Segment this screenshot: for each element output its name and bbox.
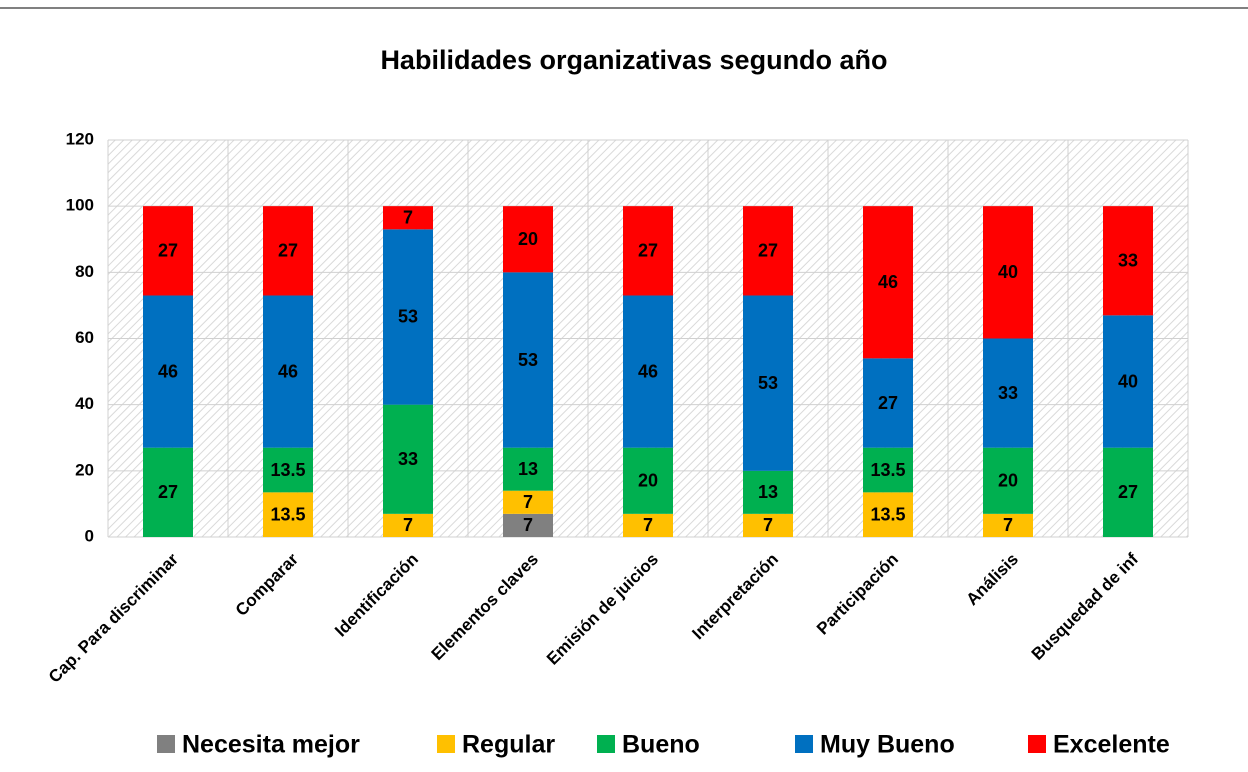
bar-segment [863,206,913,359]
bar-segment [743,206,793,296]
bar-segment [983,447,1033,514]
bar-segment [383,206,433,230]
data-label: 46 [878,272,898,292]
legend-label: Bueno [622,731,700,759]
x-tick-label: Emisión de juicios [543,550,662,669]
y-tick-label: 60 [75,328,94,347]
data-label: 13.5 [870,460,905,480]
bar-segment [1103,447,1153,537]
bar-segment [623,447,673,514]
y-tick-label: 20 [75,460,94,479]
data-label: 7 [1003,515,1013,535]
bar-segment [743,513,793,537]
data-label: 27 [1118,482,1138,502]
data-label: 20 [998,471,1018,491]
data-label: 40 [1118,371,1138,391]
data-label: 27 [278,241,298,261]
bar-segment [623,206,673,296]
bar-segment [143,447,193,537]
x-tick-label: Elementos claves [428,550,542,664]
y-tick-label: 100 [66,196,94,215]
data-label: 53 [518,350,538,370]
bar-segment [983,338,1033,448]
bar-segment [263,295,313,448]
bar-segment [983,206,1033,339]
bar-segment [863,447,913,493]
legend-swatch [597,735,615,753]
bar-segment [383,513,433,537]
bar-segment [383,229,433,405]
legend-label: Regular [462,731,555,759]
bar-segment [503,490,553,514]
chart-title: Habilidades organizativas segundo año [380,45,887,75]
data-label: 7 [763,515,773,535]
bar-segment [263,492,313,537]
x-tick-label: Identificación [331,550,422,641]
data-label: 13 [518,459,538,479]
y-tick-label: 80 [75,262,94,281]
data-label: 40 [998,262,1018,282]
y-tick-label: 40 [75,394,94,413]
x-tick-label: Participación [813,550,902,639]
data-label: 7 [643,515,653,535]
x-tick-label: Análisis [962,550,1022,610]
data-label: 53 [758,373,778,393]
data-label: 46 [278,361,298,381]
data-label: 7 [403,207,413,227]
data-label: 27 [878,393,898,413]
bar-segment [143,206,193,296]
x-tick-label: Interpretación [688,550,782,644]
y-tick-label: 120 [66,129,94,148]
legend-swatch [795,735,813,753]
bar-segment [863,358,913,448]
data-label: 46 [158,361,178,381]
x-tick-label: Comparar [232,549,302,619]
legend-label: Excelente [1053,731,1170,759]
bar-segment [503,206,553,273]
legend-swatch [1028,735,1046,753]
bar-segment [743,470,793,514]
legend-label: Necesita mejor [182,731,360,759]
data-label: 53 [398,307,418,327]
bar-segment [503,272,553,448]
legend-swatch [157,735,175,753]
legend-swatch [437,735,455,753]
data-label: 33 [398,449,418,469]
data-label: 7 [523,515,533,535]
data-label: 27 [158,482,178,502]
data-label: 7 [403,515,413,535]
bar-segment [623,513,673,537]
bar-segment [1103,206,1153,316]
data-label: 20 [518,229,538,249]
data-label: 13 [758,482,778,502]
bar-segment [743,295,793,471]
data-label: 27 [758,241,778,261]
data-label: 33 [1118,251,1138,271]
y-tick-label: 0 [85,526,94,545]
bar-segment [623,295,673,448]
legend-label: Muy Bueno [820,731,955,759]
data-label: 46 [638,361,658,381]
data-label: 13.5 [870,504,905,524]
bar-segment [263,206,313,296]
bar-segment [863,492,913,537]
data-label: 7 [523,492,533,512]
data-label: 13.5 [270,504,305,524]
bar-segment [503,513,553,537]
bar-segment [983,513,1033,537]
bar-segment [263,447,313,493]
bar-segment [1103,315,1153,448]
bar-segment [383,404,433,514]
x-tick-label: Cap. Para discriminar [45,549,182,686]
data-label: 27 [638,241,658,261]
data-label: 20 [638,471,658,491]
x-tick-label: Busquedad de inf [1028,549,1143,664]
data-label: 33 [998,383,1018,403]
bar-segment [503,447,553,491]
data-label: 13.5 [270,460,305,480]
data-label: 27 [158,241,178,261]
bar-segment [143,295,193,448]
